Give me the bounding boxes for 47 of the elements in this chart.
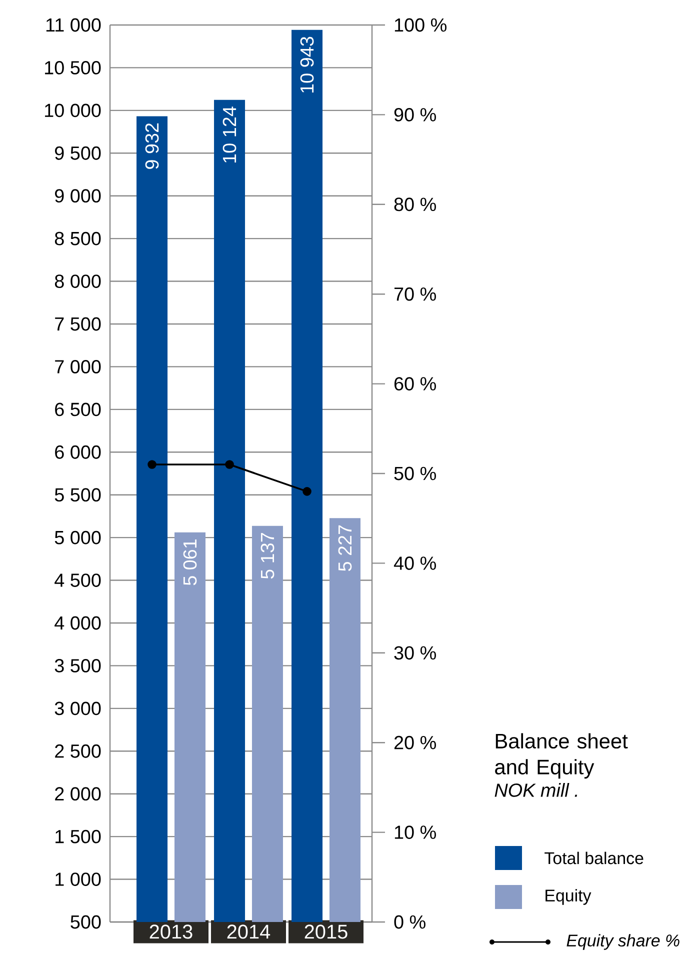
y2-tick-label: 20 % xyxy=(394,736,436,750)
y2-tick-label: 50 % xyxy=(394,466,436,480)
y-tick-label: 500 xyxy=(70,915,101,929)
y-tick-label: 5 000 xyxy=(54,530,101,544)
text: Balance sheet and Equity xyxy=(495,733,628,779)
x-tick-label: 2013 xyxy=(150,924,192,939)
data-label: 10 943 xyxy=(300,36,314,93)
legend-label: Total balance xyxy=(544,852,644,864)
y-tick-label: 7 000 xyxy=(55,360,101,374)
y2-tick-label: 30 % xyxy=(394,646,436,660)
y-tick-label: 9 000 xyxy=(55,189,101,203)
y2-tick-label: 0 % xyxy=(394,915,426,929)
y-tick-label: 8 000 xyxy=(54,274,101,288)
y-tick-label: 3 000 xyxy=(54,702,101,716)
y-tick-label: 6 500 xyxy=(55,402,101,416)
data-label: 5 137 xyxy=(260,533,274,579)
y-tick-label: 11 000 xyxy=(46,18,101,32)
y2-tick-label: 80 % xyxy=(394,198,436,212)
y2-tick-label: 10 % xyxy=(394,826,436,839)
data-label: 10 124 xyxy=(222,106,236,162)
y2-tick-label: 70 % xyxy=(394,287,436,301)
y-tick-label: 5 500 xyxy=(54,488,101,502)
y-tick-label: 2 500 xyxy=(55,744,101,758)
y-tick-label: 1 500 xyxy=(56,830,101,844)
y2-tick-label: 60 % xyxy=(394,377,436,390)
data-label: 5 061 xyxy=(183,540,197,586)
x-tick-label: 2014 xyxy=(227,924,270,939)
y-tick-label: 2 000 xyxy=(55,787,101,801)
legend-label: Equity share % xyxy=(566,934,680,950)
y-tick-label: 10 500 xyxy=(45,61,101,74)
y-tick-label: 9 500 xyxy=(55,146,101,160)
data-label: 5 227 xyxy=(338,525,352,571)
data-label: 9 932 xyxy=(145,123,159,169)
y-tick-label: 3 500 xyxy=(54,659,101,672)
y-tick-label: 7 500 xyxy=(55,317,101,331)
text: NOK mill . xyxy=(494,782,578,797)
y2-tick-label: 40 % xyxy=(394,556,436,570)
x-tick-label: 2015 xyxy=(304,924,348,939)
y2-tick-label: 100 % xyxy=(394,18,446,32)
y-tick-label: 8 500 xyxy=(54,232,101,246)
y-tick-label: 1 000 xyxy=(56,872,101,886)
legend-label: Equity xyxy=(546,889,592,905)
y-tick-label: 4 000 xyxy=(54,616,101,630)
y-tick-label: 10 000 xyxy=(45,104,101,118)
y2-tick-label: 90 % xyxy=(394,108,436,122)
y-tick-label: 4 500 xyxy=(54,574,101,587)
y-tick-label: 6 000 xyxy=(55,445,101,459)
